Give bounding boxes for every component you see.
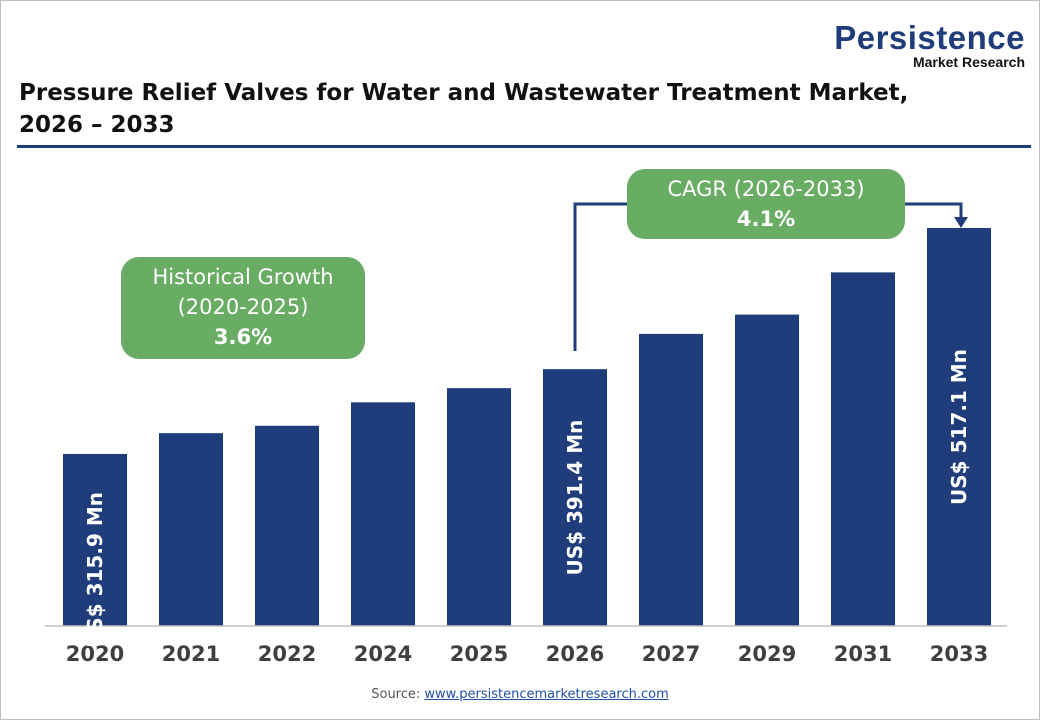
arrow-down-icon <box>954 217 968 228</box>
chart-title: Pressure Relief Valves for Water and Was… <box>19 77 908 141</box>
cagr-value: 4.1% <box>736 207 796 231</box>
x-tick-label: 2021 <box>162 642 220 666</box>
x-tick-label: 2031 <box>834 642 892 666</box>
x-tick-label: 2020 <box>66 642 124 666</box>
historical-value: 3.6% <box>213 325 273 349</box>
x-tick-label: 2027 <box>642 642 700 666</box>
bar-2025 <box>447 388 511 626</box>
cagr-label: CAGR (2026-2033) <box>667 177 865 201</box>
bar-2033 <box>927 228 991 627</box>
bar-2022 <box>255 425 319 626</box>
title-divider <box>17 145 1031 148</box>
bar-2031 <box>831 272 895 626</box>
connector-right <box>905 202 963 219</box>
cagr-callout: CAGR (2026-2033) 4.1% <box>627 169 905 239</box>
bar-2029 <box>735 314 799 626</box>
title-line-2: 2026 – 2033 <box>19 112 175 138</box>
historical-period: (2020-2025) <box>177 295 309 319</box>
logo: Persistence Market Research <box>834 19 1025 70</box>
x-tick-label: 2029 <box>738 642 796 666</box>
bar-2027 <box>639 333 703 626</box>
bar-2026 <box>543 369 607 626</box>
historical-label: Historical Growth <box>152 265 334 289</box>
source-link[interactable]: www.persistencemarketresearch.com <box>424 687 669 702</box>
source-note: Source: www.persistencemarketresearch.co… <box>1 687 1039 702</box>
source-label: Source: <box>371 687 421 702</box>
title-line-1: Pressure Relief Valves for Water and Was… <box>19 80 909 106</box>
connector-left <box>573 202 627 351</box>
logo-tagline: Market Research <box>912 54 1025 70</box>
data-label-2026: US$ 391.4 Mn <box>563 420 587 576</box>
bar-2021 <box>159 433 223 626</box>
logo-name: Persistence <box>834 19 1025 56</box>
data-label-2033: US$ 517.1 Mn <box>947 349 971 505</box>
bar-2020 <box>63 453 127 626</box>
x-tick-label: 2025 <box>450 642 508 666</box>
x-tick-label: 2022 <box>258 642 316 666</box>
x-tick-label: 2024 <box>354 642 412 666</box>
bar-2024 <box>351 402 415 626</box>
cagr-connector <box>573 202 968 351</box>
x-tick-label: 2026 <box>546 642 604 666</box>
x-tick-label: 2033 <box>930 642 988 666</box>
historical-growth-callout: Historical Growth (2020-2025) 3.6% <box>121 257 365 359</box>
data-label-2020: US$ 315.9 Mn <box>83 492 107 648</box>
